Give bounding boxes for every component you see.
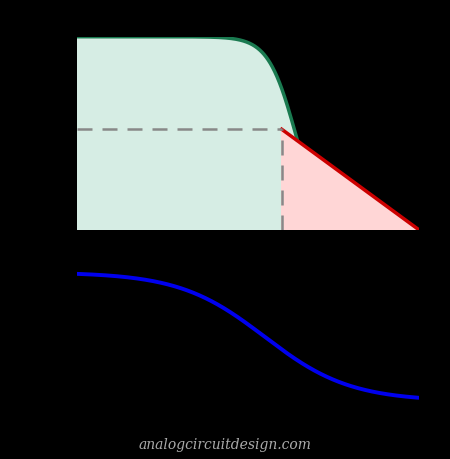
Text: analogcircuitdesign.com: analogcircuitdesign.com	[139, 438, 311, 452]
Polygon shape	[282, 129, 418, 230]
Polygon shape	[76, 37, 294, 230]
